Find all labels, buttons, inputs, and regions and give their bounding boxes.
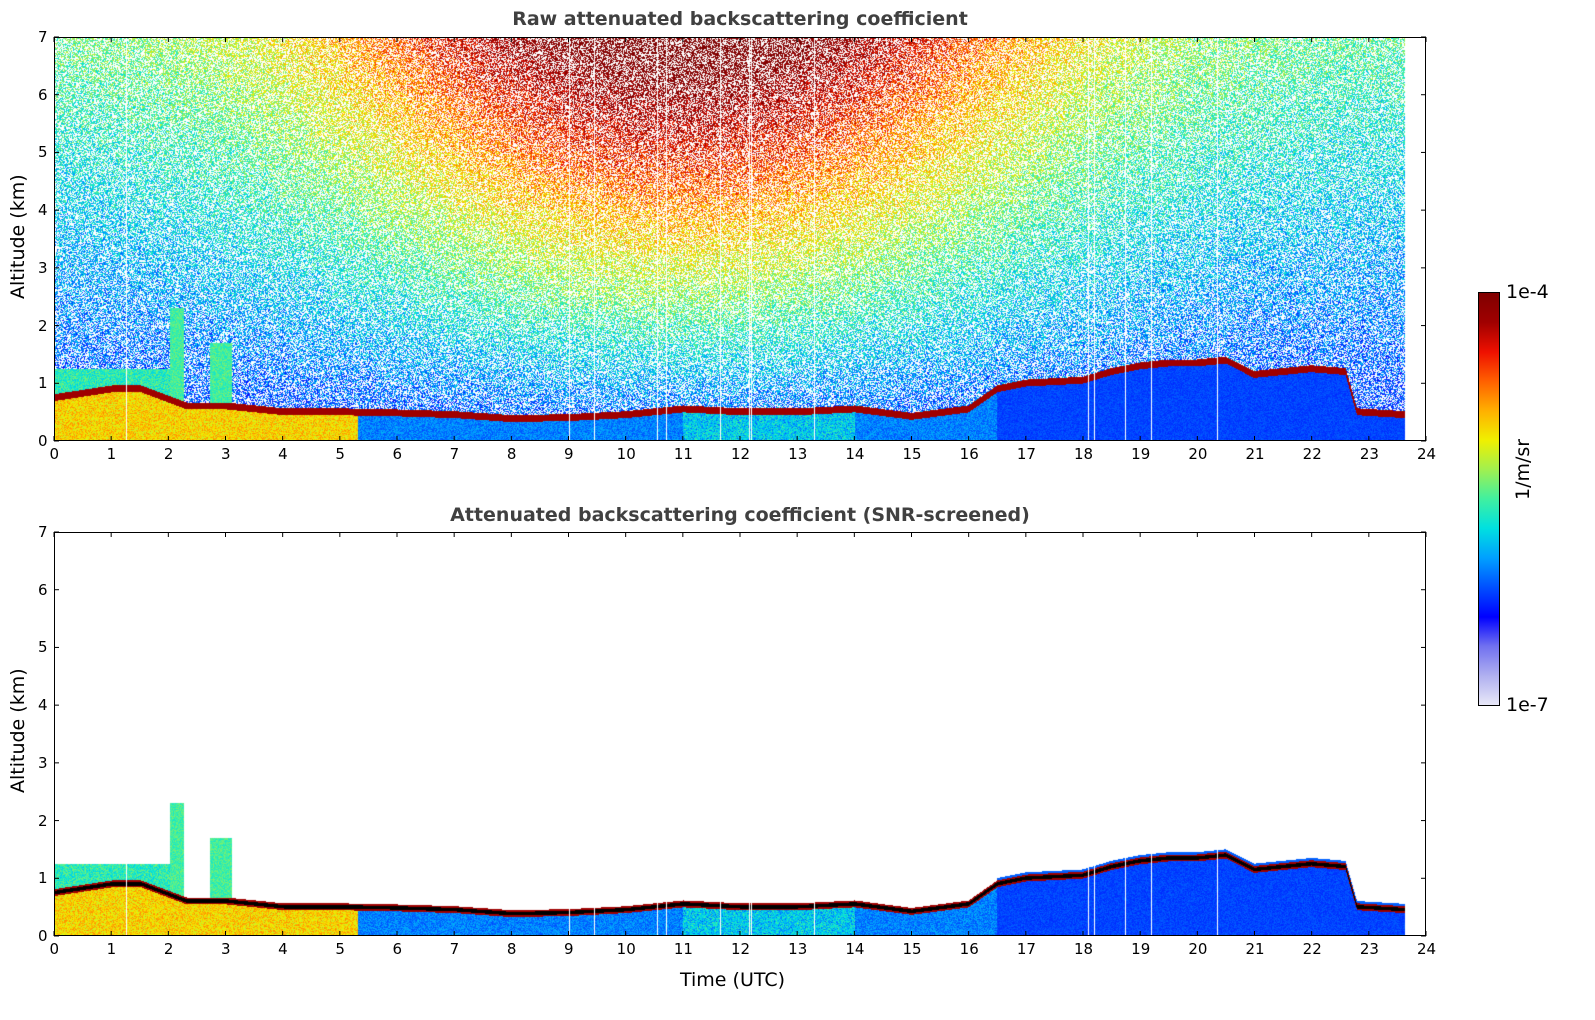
x-tick-label: 11	[673, 445, 693, 463]
x-tick-label: 11	[673, 940, 693, 958]
y-tick-label: 2	[38, 316, 48, 335]
colorbar-min-label: 1e-7	[1506, 694, 1549, 716]
y-tick-label: 5	[38, 638, 48, 657]
y-tick-label: 4	[38, 201, 48, 220]
x-tick-label: 23	[1359, 445, 1379, 463]
x-tick-label: 3	[221, 940, 231, 958]
x-tick-label: 2	[163, 940, 174, 958]
x-tick-label: 19	[1131, 445, 1151, 463]
x-tick-label: 21	[1245, 940, 1265, 958]
y-tick-label: 6	[38, 580, 48, 599]
x-tick-label: 17	[1016, 445, 1036, 463]
x-tick-label: 13	[788, 445, 808, 463]
x-tick-label: 21	[1245, 445, 1265, 463]
x-tick-label: 14	[845, 445, 865, 463]
x-tick-label: 9	[564, 940, 574, 958]
y-tick-label: 6	[38, 85, 48, 104]
x-tick-label: 6	[392, 445, 403, 463]
x-tick-label: 10	[616, 445, 636, 463]
y-tick-label: 7	[38, 523, 48, 541]
x-tick-label: 1	[106, 940, 117, 958]
raw-heatmap-canvas	[55, 38, 1425, 440]
x-tick-label: 0	[49, 940, 60, 958]
bottom-panel-title: Attenuated backscattering coefficient (S…	[450, 504, 1030, 526]
raw-backscatter-heatmap	[54, 37, 1426, 441]
y-tick-label: 0	[38, 432, 48, 450]
x-tick-label: 7	[449, 445, 460, 463]
x-tick-label: 22	[1302, 940, 1322, 958]
x-tick-label: 12	[731, 445, 751, 463]
x-tick-label: 16	[959, 940, 979, 958]
top-panel-title: Raw attenuated backscattering coefficien…	[512, 8, 968, 30]
x-tick-label: 7	[449, 940, 460, 958]
y-tick-label: 4	[38, 696, 48, 715]
x-tick-label: 8	[506, 940, 517, 958]
x-axis-label: Time (UTC)	[680, 969, 786, 991]
screened-heatmap-canvas	[55, 533, 1425, 935]
y-tick-label: 3	[38, 258, 48, 277]
x-tick-label: 15	[902, 445, 922, 463]
colorbar-max-label: 1e-4	[1506, 281, 1549, 303]
colorbar-unit-label: 1/m/sr	[1512, 438, 1534, 500]
x-tick-label: 4	[278, 445, 288, 463]
y-tick-label: 1	[38, 869, 48, 888]
x-tick-label: 14	[845, 940, 865, 958]
x-tick-label: 4	[278, 940, 288, 958]
y-tick-label: 5	[38, 143, 48, 162]
x-tick-label: 23	[1359, 940, 1379, 958]
x-tick-label: 19	[1131, 940, 1151, 958]
x-tick-label: 24	[1417, 940, 1437, 958]
x-tick-label: 24	[1417, 445, 1437, 463]
y-tick-label: 1	[38, 374, 48, 393]
y-tick-label: 0	[38, 927, 48, 945]
x-tick-label: 0	[49, 445, 60, 463]
x-tick-label: 6	[392, 940, 403, 958]
x-tick-label: 20	[1188, 445, 1208, 463]
x-tick-label: 13	[788, 940, 808, 958]
x-tick-label: 12	[731, 940, 751, 958]
x-tick-label: 10	[616, 940, 636, 958]
x-tick-label: 22	[1302, 445, 1322, 463]
top-y-axis-label: Altitude (km)	[7, 174, 29, 299]
y-tick-label: 7	[38, 28, 48, 46]
x-tick-label: 9	[564, 445, 574, 463]
x-tick-label: 17	[1016, 940, 1036, 958]
x-tick-label: 1	[106, 445, 117, 463]
snr-screened-heatmap	[54, 532, 1426, 936]
x-tick-label: 18	[1074, 940, 1094, 958]
colorbar	[1478, 292, 1500, 706]
x-tick-label: 15	[902, 940, 922, 958]
x-tick-label: 18	[1074, 445, 1094, 463]
x-tick-label: 20	[1188, 940, 1208, 958]
bottom-y-axis-label: Altitude (km)	[7, 668, 29, 793]
y-tick-label: 3	[38, 753, 48, 772]
x-tick-label: 16	[959, 445, 979, 463]
x-tick-label: 5	[335, 940, 345, 958]
x-tick-label: 5	[335, 445, 345, 463]
x-tick-label: 3	[221, 445, 231, 463]
x-tick-label: 2	[163, 445, 174, 463]
y-tick-label: 2	[38, 811, 48, 830]
x-tick-label: 8	[506, 445, 517, 463]
